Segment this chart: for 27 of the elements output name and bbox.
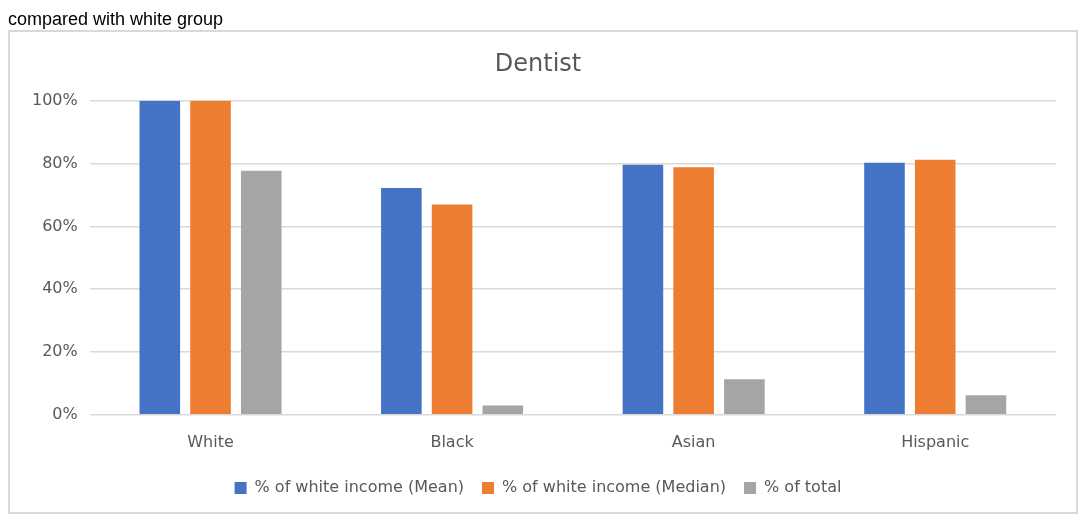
bar bbox=[240, 170, 282, 415]
bar bbox=[431, 204, 473, 415]
y-tick-label: 0% bbox=[52, 403, 78, 423]
x-tick-label: Asian bbox=[671, 431, 716, 451]
legend-label: % of white income (Median) bbox=[502, 477, 727, 497]
chart-title: Dentist bbox=[494, 48, 582, 77]
bar bbox=[622, 164, 664, 415]
bar bbox=[673, 167, 714, 415]
y-tick-label: 40% bbox=[42, 278, 78, 298]
bar bbox=[139, 100, 181, 415]
x-tick-label: Black bbox=[430, 431, 475, 451]
y-tick-label: 100% bbox=[31, 89, 78, 109]
y-tick-label: 20% bbox=[42, 341, 78, 361]
bar bbox=[965, 395, 1007, 415]
bar bbox=[482, 405, 524, 415]
bar bbox=[724, 379, 765, 415]
y-tick-label: 60% bbox=[42, 215, 78, 235]
bar bbox=[190, 100, 231, 415]
bar bbox=[381, 188, 422, 415]
y-tick-label: 80% bbox=[42, 152, 78, 172]
x-tick-label: Hispanic bbox=[901, 431, 970, 451]
legend-label: % of white income (Mean) bbox=[254, 477, 465, 497]
x-tick-label: White bbox=[187, 431, 234, 451]
bar bbox=[864, 162, 905, 415]
text: compared with white group bbox=[8, 8, 225, 30]
legend-label: % of total bbox=[764, 477, 842, 497]
bar bbox=[914, 159, 956, 415]
